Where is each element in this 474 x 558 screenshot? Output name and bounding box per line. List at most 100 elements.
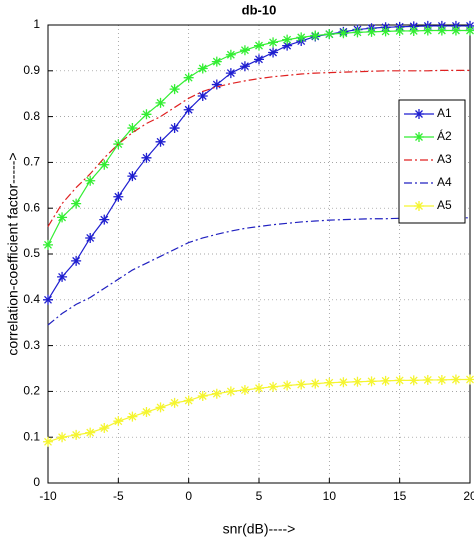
legend-label: A5 xyxy=(437,198,452,212)
marker xyxy=(324,29,335,40)
x-tick-label: -5 xyxy=(113,489,124,503)
marker xyxy=(211,388,222,399)
y-tick-label: 0.5 xyxy=(23,246,40,260)
marker xyxy=(338,377,349,388)
marker xyxy=(450,25,461,36)
y-tick-label: 0.7 xyxy=(23,155,40,169)
marker xyxy=(310,30,321,41)
marker xyxy=(169,397,180,408)
y-tick-label: 0.1 xyxy=(23,429,40,443)
marker xyxy=(43,436,53,447)
marker xyxy=(465,374,474,385)
x-tick-label: 10 xyxy=(323,489,337,503)
marker xyxy=(268,381,279,392)
marker xyxy=(127,123,138,134)
marker xyxy=(57,432,68,443)
series-line xyxy=(47,217,470,326)
marker xyxy=(352,376,363,387)
marker xyxy=(282,40,293,51)
x-tick-label: 15 xyxy=(393,489,407,503)
x-tick-label: -10 xyxy=(39,489,57,503)
y-axis-label: correlation-coefficient factor-----> xyxy=(5,152,21,355)
marker xyxy=(239,385,250,396)
marker xyxy=(296,32,307,43)
marker xyxy=(197,63,208,74)
marker xyxy=(71,255,82,266)
y-tick-label: 0 xyxy=(33,475,40,489)
plot-frame xyxy=(47,24,471,484)
marker xyxy=(225,386,236,397)
marker xyxy=(408,25,419,36)
marker xyxy=(113,191,124,202)
legend: A1 Á2 A3 A4 A5 xyxy=(398,99,466,224)
marker xyxy=(211,79,222,90)
marker xyxy=(352,27,363,38)
marker xyxy=(85,175,96,186)
marker xyxy=(71,429,82,440)
marker xyxy=(57,271,68,282)
marker xyxy=(394,25,405,36)
marker xyxy=(422,374,433,385)
marker xyxy=(155,97,166,108)
marker xyxy=(268,47,279,58)
y-tick-label: 0.2 xyxy=(23,384,40,398)
marker xyxy=(422,25,433,36)
marker xyxy=(141,109,152,120)
marker xyxy=(183,104,194,115)
marker xyxy=(57,212,68,223)
marker xyxy=(254,383,264,394)
marker xyxy=(254,54,264,65)
series-line xyxy=(47,69,470,227)
marker xyxy=(197,90,208,101)
legend-label: Á2 xyxy=(437,128,452,143)
marker xyxy=(239,45,250,56)
y-tick-label: 1 xyxy=(33,17,40,31)
marker xyxy=(254,40,264,51)
marker xyxy=(113,416,124,427)
marker xyxy=(380,375,391,386)
marker xyxy=(99,214,110,225)
marker xyxy=(282,380,293,391)
x-axis-label: snr(dB)----> xyxy=(223,521,296,537)
marker xyxy=(211,56,222,67)
y-tick-label: 0.8 xyxy=(23,109,40,123)
legend-label: A3 xyxy=(437,152,452,166)
y-tick-label: 0.6 xyxy=(23,200,40,214)
y-tick-label: 0.3 xyxy=(23,338,40,352)
y-tick-label: 0.9 xyxy=(23,63,40,77)
marker xyxy=(310,378,321,389)
marker xyxy=(324,377,335,388)
marker xyxy=(169,123,180,134)
marker xyxy=(155,136,166,147)
marker xyxy=(394,375,405,386)
marker xyxy=(127,171,138,182)
chart-title: db-10 xyxy=(242,2,277,17)
marker xyxy=(169,84,180,95)
legend-box xyxy=(398,99,466,224)
marker xyxy=(43,294,53,305)
marker xyxy=(99,159,110,170)
marker xyxy=(183,395,194,406)
legend-marker xyxy=(414,132,424,142)
marker xyxy=(197,390,208,401)
marker xyxy=(436,374,447,385)
y-tick-label: 0.4 xyxy=(23,292,40,306)
marker xyxy=(465,25,474,36)
marker xyxy=(366,26,377,37)
marker xyxy=(338,28,349,39)
marker xyxy=(155,402,166,413)
marker xyxy=(436,25,447,36)
marker xyxy=(225,68,236,79)
marker xyxy=(183,72,194,83)
marker xyxy=(366,376,377,387)
legend-marker xyxy=(414,201,424,211)
legend-marker xyxy=(414,109,424,119)
marker xyxy=(225,49,236,60)
marker xyxy=(282,34,293,45)
marker xyxy=(408,375,419,386)
marker xyxy=(296,379,307,390)
x-tick-label: 5 xyxy=(256,489,263,503)
marker xyxy=(380,26,391,37)
marker xyxy=(141,407,152,418)
